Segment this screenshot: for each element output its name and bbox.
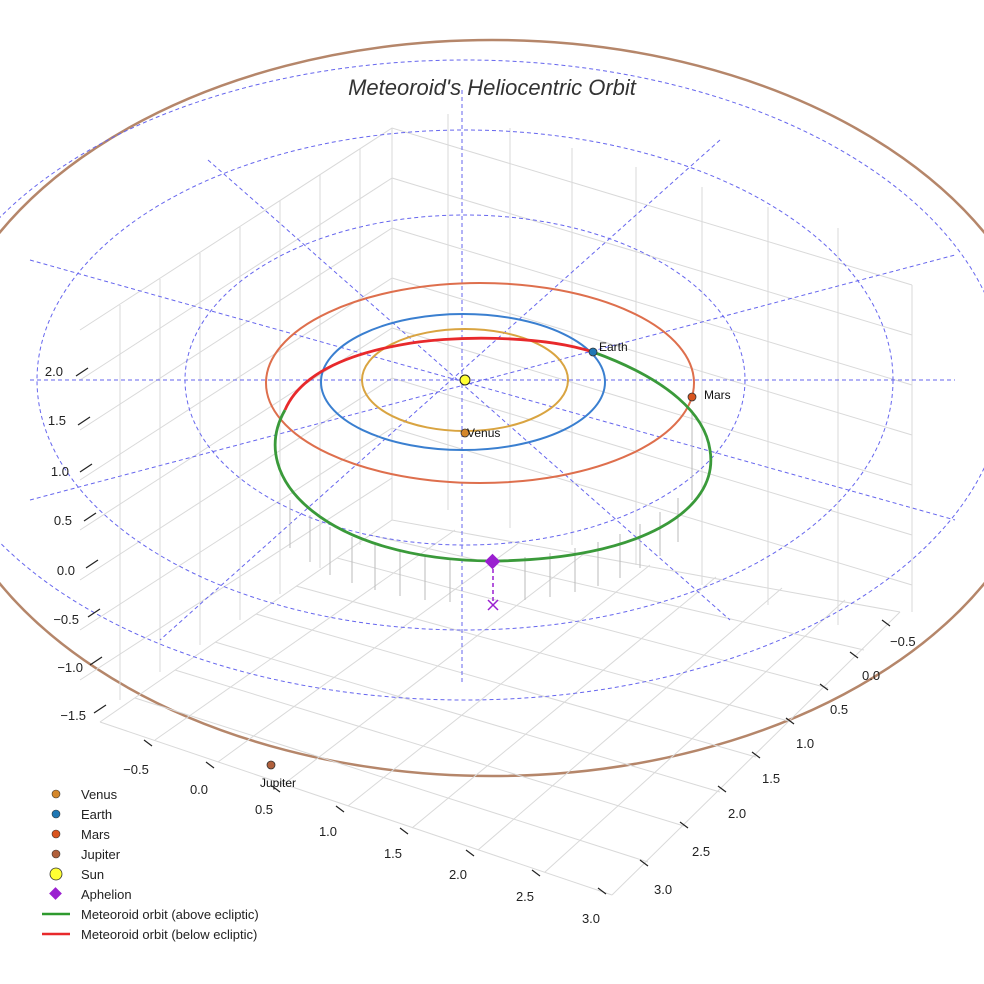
y-tick-label: 1.5: [762, 771, 780, 786]
box-grid: [79, 114, 913, 896]
z-tick-label: 0.5: [54, 513, 72, 528]
z-tick-label: 0.0: [57, 563, 75, 578]
jupiter-orbit: [0, 38, 984, 778]
ecliptic-grid: [0, 59, 984, 701]
legend-label: Venus: [81, 787, 118, 802]
legend-label: Mars: [81, 827, 110, 842]
x-tick-label: 1.5: [384, 846, 402, 861]
x-tick-labels: −0.5 0.0 0.5 1.0 1.5 2.0 2.5 3.0: [123, 762, 600, 926]
legend-label: Meteoroid orbit (above ecliptic): [81, 907, 259, 922]
meteoroid-orbit-below: [283, 336, 594, 411]
legend-label: Aphelion: [81, 887, 132, 902]
legend-label: Earth: [81, 807, 112, 822]
mars-marker: [687, 392, 697, 402]
y-tick-label: 1.0: [796, 736, 814, 751]
aphelion-marker: [484, 553, 501, 570]
legend-label: Sun: [81, 867, 104, 882]
x-tick-label: 0.0: [190, 782, 208, 797]
legend-marker-jupiter: [51, 849, 61, 859]
x-tick-label: 2.5: [516, 889, 534, 904]
y-tick-label: 2.5: [692, 844, 710, 859]
aphelion-floor-marker: [487, 599, 499, 611]
legend-marker-sun: [49, 867, 63, 881]
legend-label: Jupiter: [81, 847, 121, 862]
x-axis: [143, 739, 607, 895]
z-tick-label: 1.5: [48, 413, 66, 428]
y-tick-label: −0.5: [890, 634, 916, 649]
legend-marker-aphelion: [49, 887, 62, 900]
earth-label: Earth: [599, 340, 628, 354]
y-tick-label: 0.0: [862, 668, 880, 683]
y-tick-label: 3.0: [654, 882, 672, 897]
drop-lines: [289, 410, 693, 602]
mars-label: Mars: [704, 388, 731, 402]
sun-marker: [459, 374, 471, 386]
x-tick-label: 3.0: [582, 911, 600, 926]
x-tick-label: 0.5: [255, 802, 273, 817]
legend: Venus Earth Mars Jupiter Sun Aphelion Me…: [42, 787, 259, 942]
z-tick-label: −1.0: [57, 660, 83, 675]
venus-label: Venus: [467, 426, 500, 440]
venus-marker: [460, 428, 470, 438]
legend-marker-mars: [51, 829, 61, 839]
z-axis: [75, 367, 107, 714]
earth-marker: [588, 347, 598, 357]
z-tick-label: 2.0: [45, 364, 63, 379]
z-tick-label: 1.0: [51, 464, 69, 479]
mars-orbit: [265, 282, 695, 484]
z-tick-label: −1.5: [60, 708, 86, 723]
legend-marker-earth: [51, 809, 61, 819]
z-tick-labels: 2.0 1.5 1.0 0.5 0.0 −0.5 −1.0 −1.5: [45, 364, 86, 723]
jupiter-marker: [266, 760, 276, 770]
y-tick-label: 0.5: [830, 702, 848, 717]
z-tick-label: −0.5: [53, 612, 79, 627]
y-tick-label: 2.0: [728, 806, 746, 821]
chart-title: Meteoroid's Heliocentric Orbit: [348, 75, 637, 100]
y-axis: [639, 619, 891, 867]
jupiter-label: Jupiter: [260, 776, 296, 790]
earth-orbit: [320, 313, 606, 451]
legend-marker-venus: [51, 789, 61, 799]
meteoroid-orbit-above: [273, 350, 713, 563]
y-tick-labels: −0.5 0.0 0.5 1.0 1.5 2.0 2.5 3.0: [654, 634, 916, 897]
x-tick-label: 2.0: [449, 867, 467, 882]
x-tick-label: 1.0: [319, 824, 337, 839]
legend-label: Meteoroid orbit (below ecliptic): [81, 927, 257, 942]
x-tick-label: −0.5: [123, 762, 149, 777]
